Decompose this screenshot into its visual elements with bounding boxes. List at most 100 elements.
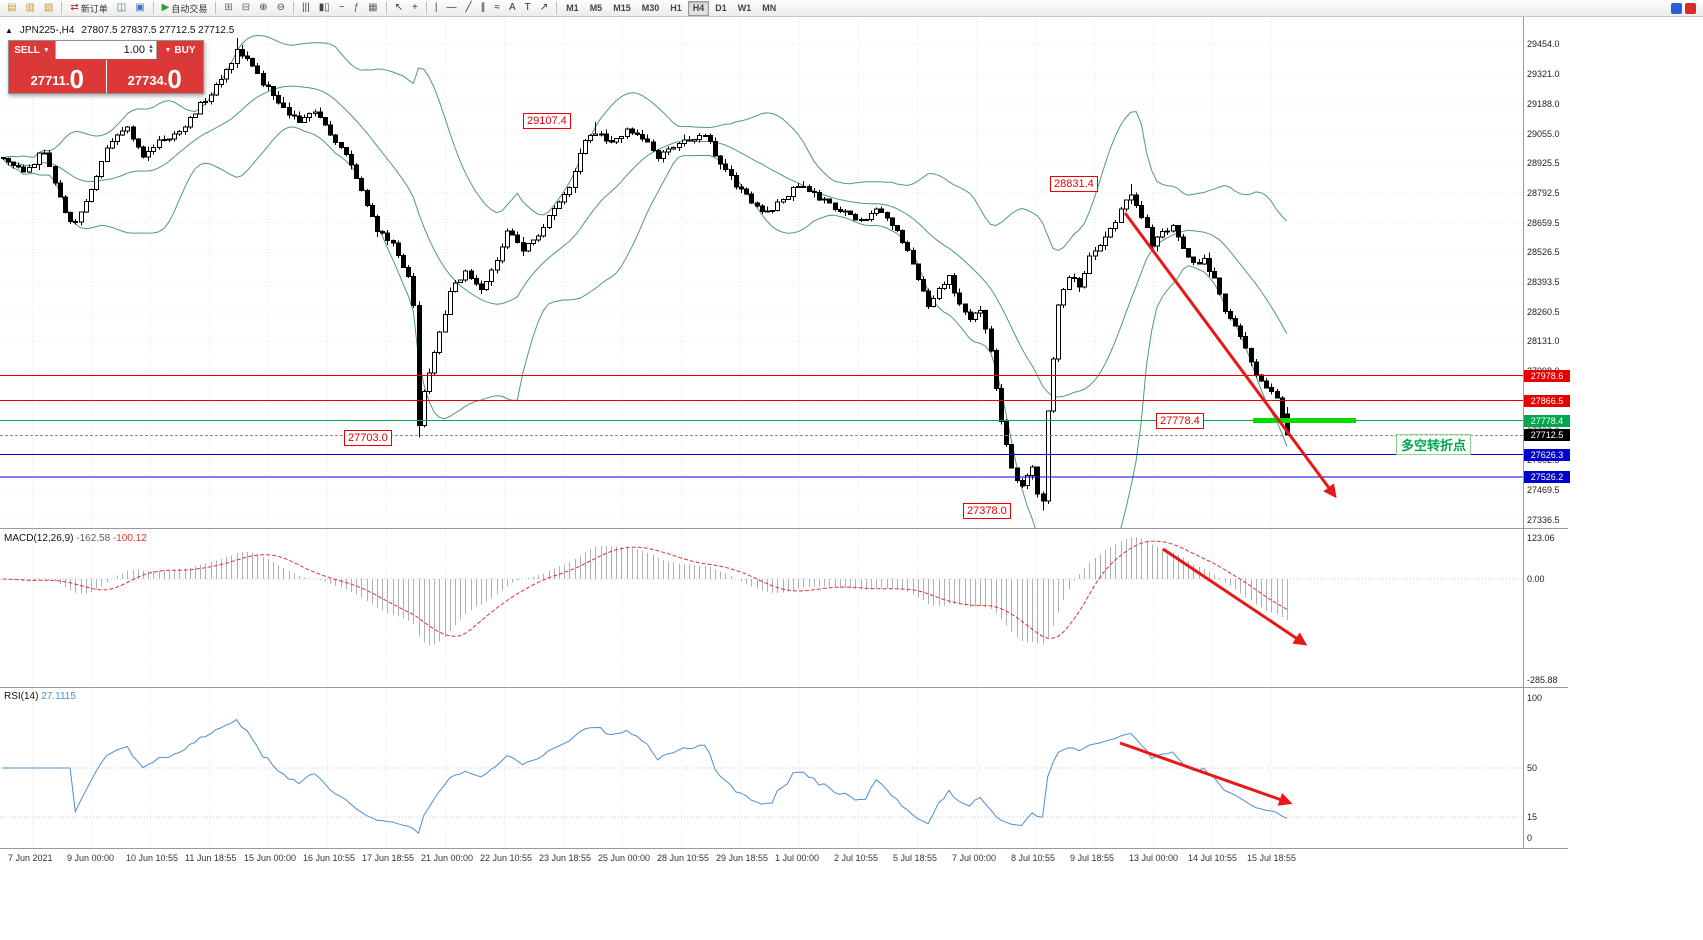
volume-spinner[interactable]: ▲ ▼ [148, 44, 154, 55]
macd-axis-tick[interactable]: 0.00 [1527, 574, 1545, 584]
connection-status-icon[interactable] [1671, 2, 1682, 14]
rsi-axis-tick[interactable]: 50 [1527, 763, 1538, 773]
text-tool-button[interactable]: A [505, 1, 520, 16]
time-axis-label[interactable]: 5 Jul 18:55 [893, 853, 938, 863]
timeframe-w1-button[interactable]: W1 [737, 2, 752, 13]
price-axis-tick[interactable]: 27469.5 [1527, 484, 1560, 495]
cursor-tool-button[interactable]: ↖ [391, 1, 407, 16]
tile-windows-icon[interactable]: ⊞ [220, 1, 236, 16]
time-axis-label[interactable]: 21 Jun 00:00 [421, 853, 474, 863]
price-chart[interactable] [0, 18, 1523, 528]
swing-price-label[interactable]: 29107.4 [523, 113, 571, 129]
rsi-panel[interactable] [0, 688, 1523, 848]
price-axis-tick[interactable]: 29321.0 [1527, 68, 1560, 79]
timeframe-h4-button[interactable]: H4 [687, 0, 710, 16]
price-axis-tick[interactable]: 29055.0 [1527, 128, 1560, 139]
time-axis-label[interactable]: 1 Jul 00:00 [775, 853, 820, 863]
swing-price-label[interactable]: 27378.0 [963, 503, 1011, 519]
time-axis-label[interactable]: 29 Jun 18:55 [716, 853, 769, 863]
price-axis-tick[interactable]: 28526.5 [1527, 247, 1560, 258]
price-level-box[interactable]: 27978.6 [1524, 369, 1570, 382]
trend-arrow[interactable] [1123, 212, 1337, 499]
trend-arrow[interactable] [1162, 547, 1308, 646]
channel-tool-button[interactable]: ∥ [477, 1, 490, 16]
price-axis-tick[interactable]: 28925.5 [1527, 157, 1560, 168]
arrow-tool-button[interactable]: ↗ [536, 1, 552, 16]
timeframe-mn-button[interactable]: MN [762, 2, 777, 13]
cascade-windows-icon[interactable]: ⊟ [238, 1, 254, 16]
buy-price-button[interactable]: 27734. 0 [105, 60, 203, 93]
time-axis-label[interactable]: 22 Jun 10:55 [480, 853, 533, 863]
bar-chart-type-button[interactable]: ||| [298, 1, 314, 16]
timeframe-m5-button[interactable]: M5 [589, 2, 603, 13]
time-axis-label[interactable]: 8 Jul 10:55 [1011, 853, 1056, 863]
price-axis-tick[interactable]: 29454.0 [1527, 39, 1560, 50]
time-axis-label[interactable]: 10 Jun 10:55 [126, 853, 179, 863]
macd-panel[interactable] [0, 529, 1523, 687]
price-axis-tick[interactable]: 28659.5 [1527, 217, 1560, 228]
wave-tool-button[interactable]: ≈ [491, 1, 505, 16]
market-watch-icon[interactable]: ▣ [131, 1, 148, 16]
profiles-icon[interactable]: ▥ [21, 1, 38, 16]
rsi-axis-tick[interactable]: 100 [1527, 693, 1543, 703]
swing-price-label[interactable]: 28831.4 [1050, 176, 1098, 192]
panel-separator[interactable] [0, 528, 1568, 529]
bull-bear-turning-point-note[interactable]: 多空转折点 [1396, 434, 1472, 455]
time-axis-label[interactable]: 2 Jul 10:55 [834, 853, 879, 863]
time-axis-label[interactable]: 16 Jun 10:55 [303, 853, 356, 863]
alert-icon[interactable] [1685, 2, 1696, 14]
price-level-box[interactable]: 27526.2 [1524, 471, 1570, 484]
spinner-up-icon[interactable]: ▲ [148, 44, 154, 50]
crosshair-tool-button[interactable]: + [408, 1, 422, 16]
panel-separator[interactable] [0, 687, 1568, 688]
indicators-button[interactable]: ƒ [350, 1, 364, 16]
grid-toggle-icon[interactable]: ▦ [364, 1, 381, 16]
vertical-line-tool-button[interactable]: | [431, 1, 442, 16]
macd-axis-tick[interactable]: -285.88 [1527, 675, 1558, 685]
time-axis-label[interactable]: 9 Jul 18:55 [1070, 853, 1115, 863]
sell-price-button[interactable]: 27711. 0 [9, 60, 106, 93]
label-tool-button[interactable]: T [521, 1, 535, 16]
timeframe-m30-button[interactable]: M30 [641, 2, 660, 13]
horizontal-line-tool-button[interactable]: — [442, 1, 460, 16]
time-axis-label[interactable]: 28 Jun 10:55 [657, 853, 710, 863]
price-axis-tick[interactable]: 29188.0 [1527, 98, 1560, 109]
swing-price-label[interactable]: 27778.4 [1156, 413, 1204, 429]
macd-axis-tick[interactable]: 123.06 [1527, 533, 1555, 543]
new-order-button[interactable]: ⇄ 新订单 [66, 1, 111, 16]
rsi-axis-tick[interactable]: 0 [1527, 833, 1533, 843]
price-level-box[interactable]: 27712.5 [1524, 429, 1570, 442]
trendline-tool-button[interactable]: ╱ [461, 1, 475, 16]
price-level-box[interactable]: 27866.5 [1524, 394, 1570, 407]
auto-trading-button[interactable]: ▶ 自动交易 [158, 1, 212, 16]
price-axis-tick[interactable]: 27336.5 [1527, 514, 1560, 525]
horizontal-lines[interactable] [0, 375, 1523, 478]
time-axis-label[interactable]: 7 Jun 2021 [8, 853, 53, 863]
price-axis-tick[interactable]: 28131.0 [1527, 336, 1560, 347]
templates-icon[interactable]: ▧ [40, 1, 57, 16]
timeframe-m15-button[interactable]: M15 [613, 2, 631, 13]
trend-arrow[interactable] [1119, 741, 1293, 806]
zoom-in-button[interactable]: ⊕ [255, 1, 271, 16]
time-axis-label[interactable]: 15 Jul 18:55 [1247, 853, 1297, 863]
expand-arrow-icon[interactable]: ▲ [5, 26, 13, 35]
price-axis-tick[interactable]: 28393.5 [1527, 277, 1560, 288]
volume-stepper[interactable]: 1.00 ▲ ▼ [55, 41, 157, 59]
time-axis-label[interactable]: 25 Jun 00:00 [598, 853, 651, 863]
timeframe-d1-button[interactable]: D1 [715, 2, 727, 13]
panel-separator[interactable] [0, 848, 1568, 849]
buy-button[interactable]: ▼ BUY [157, 41, 203, 59]
price-level-box[interactable]: 27626.3 [1524, 448, 1570, 461]
candlestick-chart-type-button[interactable]: ▮▯ [315, 1, 334, 16]
timeframe-m1-button[interactable]: M1 [566, 2, 579, 13]
time-axis-label[interactable]: 23 Jun 18:55 [539, 853, 592, 863]
price-axis-border[interactable] [1523, 17, 1524, 848]
time-axis-label[interactable]: 14 Jul 10:55 [1188, 853, 1238, 863]
sell-button[interactable]: SELL ▼ [9, 41, 55, 59]
price-axis-tick[interactable]: 28792.5 [1527, 187, 1560, 198]
timeframe-h1-button[interactable]: H1 [670, 2, 682, 13]
time-axis-label[interactable]: 9 Jun 00:00 [67, 853, 115, 863]
chart-window-icon[interactable]: ◫ [113, 1, 130, 16]
price-level-box[interactable]: 27778.4 [1524, 414, 1570, 427]
time-axis-label[interactable]: 11 Jun 18:55 [185, 853, 237, 863]
